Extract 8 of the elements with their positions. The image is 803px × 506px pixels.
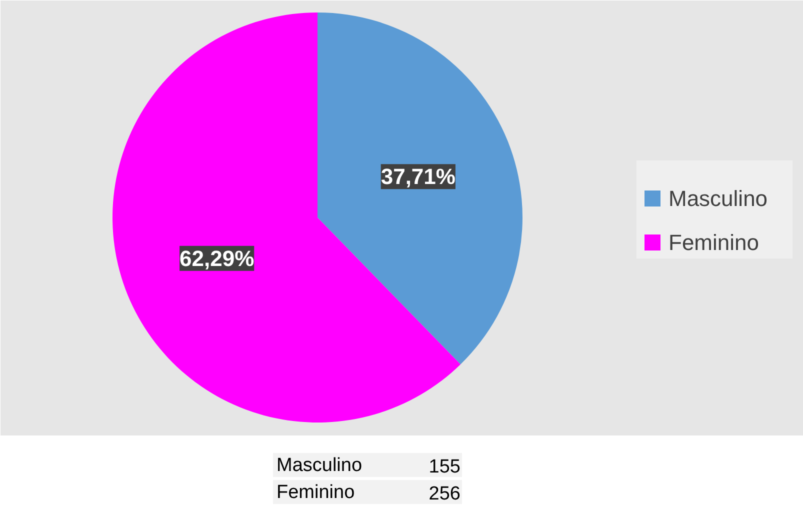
text: 155 <box>428 456 460 478</box>
category-label: Masculino <box>276 455 362 476</box>
data-label: 37,71% <box>380 164 456 190</box>
legend-label: Masculino <box>668 186 768 211</box>
data-label: 62,29% <box>180 246 254 271</box>
slice-label: Feminino <box>276 482 355 503</box>
text: 256 <box>428 484 460 504</box>
legend-label: Feminino <box>668 230 759 255</box>
